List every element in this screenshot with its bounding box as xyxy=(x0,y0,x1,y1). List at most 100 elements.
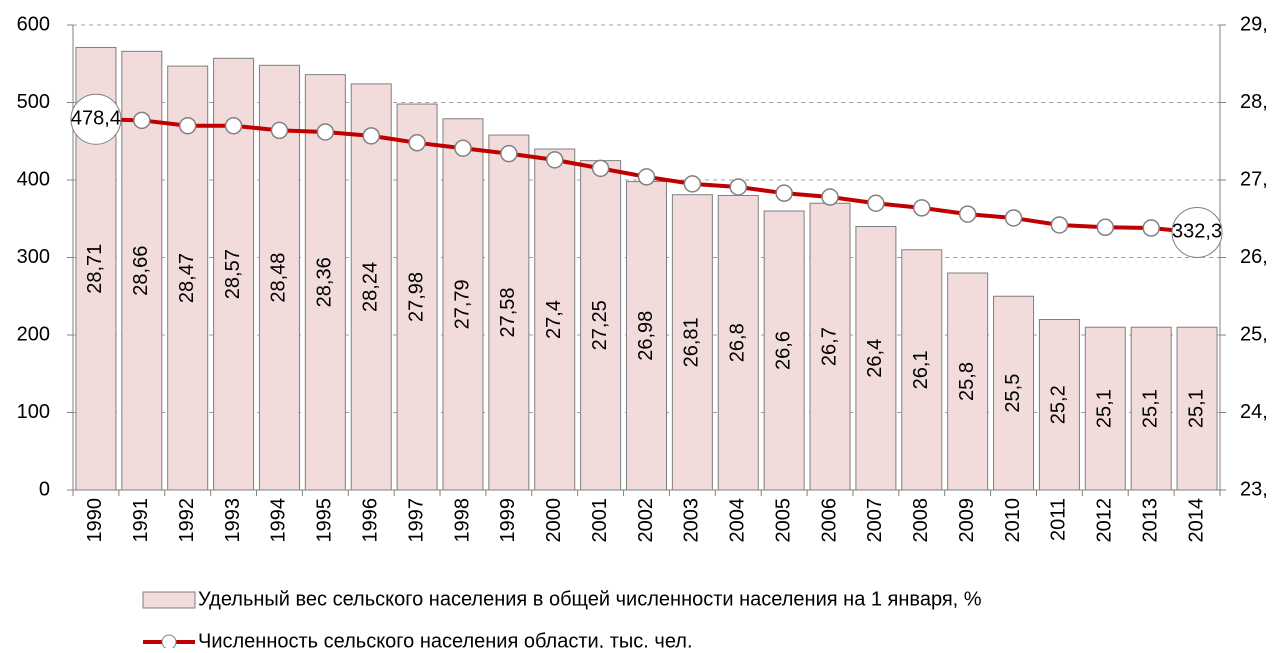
bar-value-label: 26,6 xyxy=(772,331,794,370)
bar xyxy=(167,65,209,491)
y-tick-label: 400 xyxy=(17,168,50,190)
line-marker xyxy=(867,194,885,212)
bar xyxy=(1176,326,1218,491)
bar xyxy=(396,103,438,491)
line-marker xyxy=(70,93,122,145)
bar-value-label: 28,24 xyxy=(360,262,382,312)
line-marker xyxy=(500,144,518,163)
bar-value-label: 25,1 xyxy=(1094,389,1116,428)
line-marker xyxy=(729,178,748,196)
line-marker xyxy=(683,175,702,193)
bar xyxy=(993,295,1035,491)
y2-tick-label: 25, xyxy=(1240,323,1268,345)
x-tick-label: 1995 xyxy=(314,498,336,543)
x-tick-label: 2000 xyxy=(543,498,565,543)
y-tick-label: 300 xyxy=(17,246,50,268)
x-tick-label: 2006 xyxy=(818,498,840,543)
y-tick-label: 100 xyxy=(17,401,50,423)
x-tick-label: 1993 xyxy=(222,498,244,543)
bar-value-label: 28,48 xyxy=(268,253,290,303)
x-tick-label: 1996 xyxy=(360,498,382,543)
bar-value-label: 27,4 xyxy=(543,300,565,339)
line-marker xyxy=(178,117,197,135)
y2-tick-label: 23, xyxy=(1240,478,1268,500)
x-tick-label: 2013 xyxy=(1139,498,1161,543)
line-marker xyxy=(1142,219,1160,237)
line-marker xyxy=(637,168,656,186)
bar-value-label: 28,36 xyxy=(314,257,336,307)
bar-value-label: 28,57 xyxy=(222,249,244,299)
bar-value-label: 25,8 xyxy=(956,362,978,401)
line-marker xyxy=(591,159,610,178)
legend-marker xyxy=(161,634,177,650)
bar xyxy=(901,249,943,491)
line-marker xyxy=(913,199,931,217)
line-marker xyxy=(821,188,839,206)
bar xyxy=(855,226,897,491)
bar-value-label: 28,47 xyxy=(176,253,198,303)
line-marker xyxy=(133,111,151,130)
x-tick-label: 2010 xyxy=(1002,498,1024,543)
bar xyxy=(1038,319,1080,491)
x-tick-label: 2005 xyxy=(772,498,794,543)
x-tick-label: 2008 xyxy=(910,498,932,543)
bar xyxy=(580,160,622,491)
bar-value-label: 25,1 xyxy=(1185,389,1207,428)
y-tick-label: 0 xyxy=(39,478,50,500)
x-tick-label: 2014 xyxy=(1185,498,1207,543)
x-tick-label: 1999 xyxy=(497,498,519,543)
bar-value-label: 26,8 xyxy=(727,323,749,362)
line-marker xyxy=(454,139,472,157)
line-value-label: 478,4 xyxy=(71,108,121,130)
x-tick-label: 1994 xyxy=(268,498,290,543)
bar xyxy=(947,272,989,491)
bar-value-label: 25,1 xyxy=(1139,389,1161,428)
y2-tick-label: 24, xyxy=(1240,401,1268,423)
line-marker xyxy=(270,121,289,140)
y2-tick-label: 28, xyxy=(1240,91,1268,113)
line-marker xyxy=(1004,209,1023,227)
bar-value-label: 28,71 xyxy=(84,244,106,294)
bar-value-label: 26,98 xyxy=(635,311,657,361)
bar-value-label: 26,1 xyxy=(910,350,932,389)
bar xyxy=(350,83,392,491)
line-value-label: 332,3 xyxy=(1172,221,1222,243)
y2-tick-label: 26, xyxy=(1240,246,1268,268)
bar-value-label: 27,79 xyxy=(451,279,473,329)
x-tick-label: 1998 xyxy=(451,498,473,543)
bar-value-label: 26,4 xyxy=(864,339,886,378)
legend-swatch xyxy=(142,591,196,609)
y2-tick-label: 27, xyxy=(1240,168,1268,190)
x-tick-label: 2004 xyxy=(727,498,749,543)
line-marker xyxy=(1050,216,1069,234)
bar xyxy=(763,210,805,491)
bar-value-label: 28,66 xyxy=(130,246,152,296)
bar xyxy=(1084,326,1126,491)
x-tick-label: 2001 xyxy=(589,498,611,543)
bar xyxy=(809,202,851,491)
x-tick-label: 1990 xyxy=(84,498,106,543)
bar xyxy=(1130,326,1172,491)
line-marker xyxy=(775,184,793,202)
bar-value-label: 27,58 xyxy=(497,287,519,337)
bar xyxy=(534,148,576,491)
bar-value-label: 27,25 xyxy=(589,300,611,350)
y2-tick-label: 29, xyxy=(1240,13,1268,35)
line-marker xyxy=(545,151,564,169)
bar-value-label: 25,2 xyxy=(1048,385,1070,424)
line-marker xyxy=(1171,206,1223,258)
line-marker xyxy=(958,205,977,223)
line-marker xyxy=(408,134,426,152)
legend-label: Численность сельского населения области,… xyxy=(198,630,693,648)
x-tick-label: 2009 xyxy=(956,498,978,543)
line-marker xyxy=(1096,218,1115,237)
line-marker xyxy=(316,123,335,141)
bar xyxy=(488,134,530,491)
x-tick-label: 1997 xyxy=(405,498,427,543)
x-tick-label: 2011 xyxy=(1048,498,1070,541)
bar-value-label: 26,81 xyxy=(681,317,703,367)
x-tick-label: 2003 xyxy=(681,498,703,543)
x-tick-label: 2002 xyxy=(635,498,657,543)
bar xyxy=(671,194,713,491)
